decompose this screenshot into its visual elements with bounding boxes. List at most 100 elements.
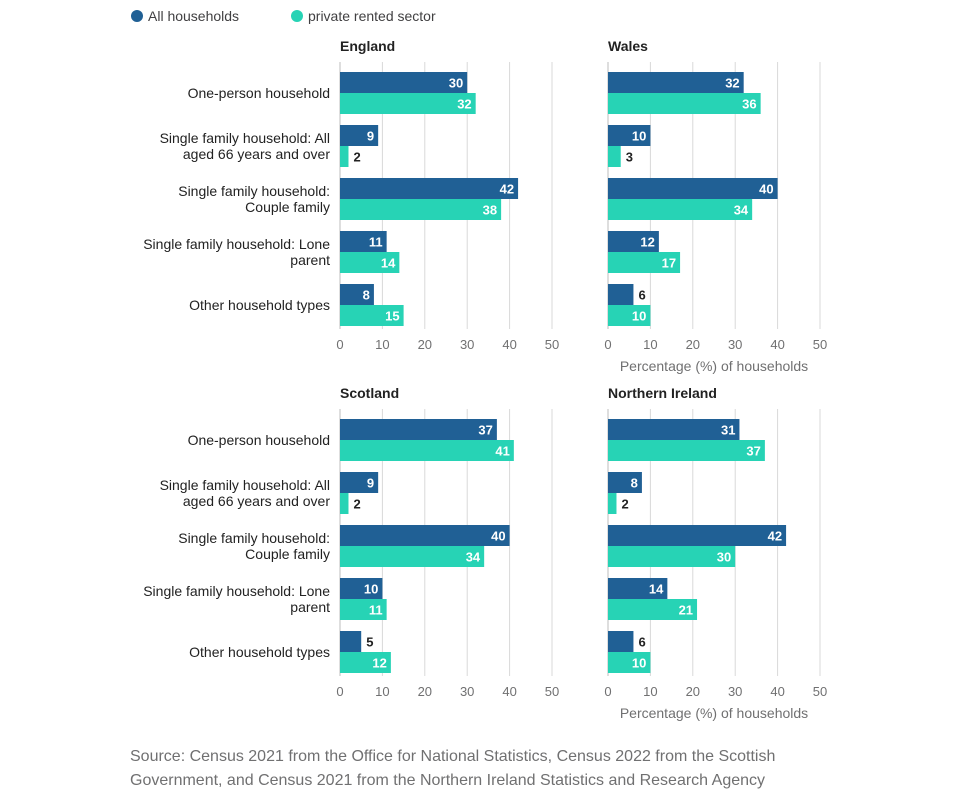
category-label: parent	[290, 599, 330, 615]
bar	[340, 599, 387, 620]
bar	[608, 440, 765, 461]
bar-value-label: 36	[742, 97, 756, 112]
bar	[608, 93, 761, 114]
bar	[608, 599, 698, 620]
legend-label-1: private rented sector	[308, 8, 436, 24]
bar-value-label: 10	[632, 309, 646, 324]
bar-value-label: 8	[363, 288, 370, 303]
bar-value-label: 9	[367, 476, 374, 491]
bar	[340, 72, 468, 93]
category-label: Other household types	[189, 644, 330, 660]
bar	[340, 231, 387, 252]
x-tick-label: 30	[460, 337, 474, 352]
legend-label-0: All households	[148, 8, 239, 24]
legend: All households private rented sector	[131, 8, 436, 24]
x-tick-label: 50	[813, 337, 827, 352]
category-label: Couple family	[245, 199, 330, 215]
bar	[608, 546, 736, 567]
x-tick-label: 50	[545, 684, 559, 699]
x-tick-label: 20	[418, 337, 432, 352]
panel-title: Wales	[608, 38, 648, 54]
panel-title: Scotland	[340, 385, 399, 401]
bar	[340, 578, 383, 599]
bar	[608, 284, 634, 305]
x-tick-label: 10	[375, 337, 389, 352]
panel-northern-ireland: Northern Ireland 0 10 20 30 40 50 31 8 42 14 6 37 2 30…	[604, 385, 827, 721]
bar-value-label: 17	[662, 256, 676, 271]
bar-value-label: 2	[621, 497, 628, 512]
panel-wales: Wales 0 10 20 30 40 50 32 10 40 12 6 36 3 34 17 10 Percen…	[604, 38, 827, 374]
small-multiples-chart: All households private rented sector Engla…	[131, 8, 827, 721]
x-axis-title: Percentage (%) of households	[620, 358, 808, 374]
bar	[340, 305, 404, 326]
category-label: Couple family	[245, 546, 330, 562]
bar-value-label: 42	[500, 182, 514, 197]
bar-value-label: 11	[369, 235, 383, 250]
bar-value-label: 10	[632, 129, 646, 144]
category-label: aged 66 years and over	[183, 493, 330, 509]
bar	[340, 93, 476, 114]
bar	[340, 493, 349, 514]
panel-england: England 0 10 20 30 40 50 One-person household Si…	[143, 38, 559, 352]
bar	[608, 419, 740, 440]
bar	[340, 125, 379, 146]
bar-value-label: 9	[367, 129, 374, 144]
bar	[608, 199, 753, 220]
bar-value-label: 32	[457, 97, 471, 112]
bar-value-label: 32	[725, 76, 739, 91]
x-tick-label: 40	[502, 337, 516, 352]
x-tick-label: 0	[336, 684, 343, 699]
bar	[608, 493, 617, 514]
bar-value-label: 11	[369, 603, 383, 618]
bar	[608, 125, 651, 146]
bar-value-label: 37	[478, 423, 492, 438]
bar-value-label: 12	[372, 656, 386, 671]
bar	[340, 472, 379, 493]
x-tick-label: 20	[418, 684, 432, 699]
bar	[608, 472, 642, 493]
bar	[340, 631, 362, 652]
x-tick-label: 10	[643, 684, 657, 699]
x-tick-label: 40	[770, 337, 784, 352]
bar	[608, 72, 744, 93]
x-tick-label: 50	[813, 684, 827, 699]
bar-value-label: 2	[353, 497, 360, 512]
x-tick-label: 0	[604, 684, 611, 699]
bar	[340, 178, 519, 199]
x-tick-label: 40	[502, 684, 516, 699]
bar-value-label: 10	[364, 582, 378, 597]
bar	[340, 419, 497, 440]
bar-value-label: 40	[759, 182, 773, 197]
bar-value-label: 30	[717, 550, 731, 565]
bar-value-label: 3	[626, 150, 633, 165]
category-label: Single family household: All	[160, 130, 330, 146]
panel-scotland: Scotland 0 10 20 30 40 50 One-person household S…	[143, 385, 559, 699]
category-label: Single family household:	[178, 530, 330, 546]
bar	[608, 305, 651, 326]
bar-value-label: 5	[366, 635, 373, 650]
x-tick-label: 0	[604, 337, 611, 352]
bar-value-label: 6	[638, 635, 645, 650]
x-tick-label: 20	[686, 337, 700, 352]
x-tick-label: 50	[545, 337, 559, 352]
bar-value-label: 40	[491, 529, 505, 544]
bar	[340, 146, 349, 167]
bar-value-label: 30	[449, 76, 463, 91]
bar	[608, 178, 778, 199]
category-label: One-person household	[188, 432, 330, 448]
bar	[608, 252, 681, 273]
category-label: Single family household:	[178, 183, 330, 199]
x-tick-label: 20	[686, 684, 700, 699]
bar	[340, 199, 502, 220]
bar	[608, 578, 668, 599]
x-tick-label: 40	[770, 684, 784, 699]
bar-value-label: 15	[385, 309, 399, 324]
bar	[340, 652, 391, 673]
category-label: Single family household: Lone	[143, 583, 330, 599]
bar-value-label: 6	[638, 288, 645, 303]
category-label: aged 66 years and over	[183, 146, 330, 162]
bar-value-label: 12	[640, 235, 654, 250]
x-tick-label: 10	[375, 684, 389, 699]
bar-value-label: 8	[631, 476, 638, 491]
bar-value-label: 34	[734, 203, 749, 218]
